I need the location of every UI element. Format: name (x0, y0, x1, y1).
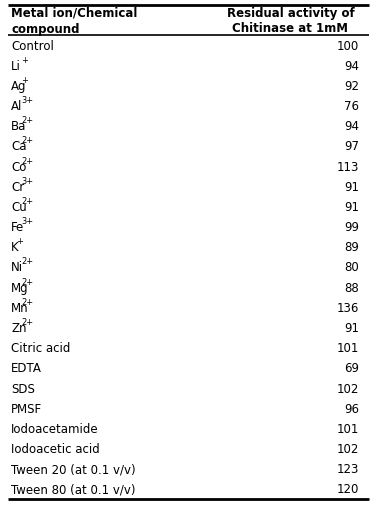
Text: Co: Co (11, 160, 26, 173)
Text: Residual activity of
Chitinase at 1mM: Residual activity of Chitinase at 1mM (227, 7, 354, 35)
Text: 94: 94 (344, 120, 359, 133)
Text: Li: Li (11, 60, 21, 73)
Text: 99: 99 (344, 221, 359, 234)
Text: 94: 94 (344, 60, 359, 73)
Text: Iodoacetic acid: Iodoacetic acid (11, 442, 100, 455)
Text: PMSF: PMSF (11, 402, 42, 415)
Text: 91: 91 (344, 180, 359, 193)
Text: 96: 96 (344, 402, 359, 415)
Text: Zn: Zn (11, 321, 26, 334)
Text: Control: Control (11, 39, 54, 53)
Text: 89: 89 (344, 241, 359, 254)
Text: 100: 100 (337, 39, 359, 53)
Text: 80: 80 (344, 261, 359, 274)
Text: Cu: Cu (11, 200, 27, 214)
Text: Mg: Mg (11, 281, 29, 294)
Text: Ni: Ni (11, 261, 23, 274)
Text: 91: 91 (344, 321, 359, 334)
Text: Fe: Fe (11, 221, 24, 234)
Text: 120: 120 (337, 482, 359, 495)
Text: 102: 102 (337, 382, 359, 395)
Text: 2+: 2+ (21, 136, 34, 145)
Text: 69: 69 (344, 362, 359, 375)
Text: SDS: SDS (11, 382, 35, 395)
Text: 3+: 3+ (21, 176, 34, 185)
Text: Citric acid: Citric acid (11, 341, 70, 355)
Text: Ca: Ca (11, 140, 26, 153)
Text: 88: 88 (344, 281, 359, 294)
Text: 76: 76 (344, 100, 359, 113)
Text: 101: 101 (337, 422, 359, 435)
Text: Tween 20 (at 0.1 v/v): Tween 20 (at 0.1 v/v) (11, 462, 136, 475)
Text: 2+: 2+ (21, 156, 34, 165)
Text: Al: Al (11, 100, 22, 113)
Text: 2+: 2+ (21, 317, 34, 326)
Text: 136: 136 (337, 301, 359, 314)
Text: 2+: 2+ (21, 196, 34, 206)
Text: 113: 113 (337, 160, 359, 173)
Text: 2+: 2+ (21, 257, 34, 266)
Text: 2+: 2+ (21, 277, 34, 286)
Text: 101: 101 (337, 341, 359, 355)
Text: 123: 123 (337, 462, 359, 475)
Text: +: + (21, 76, 28, 85)
Text: Cr: Cr (11, 180, 24, 193)
Text: Ba: Ba (11, 120, 26, 133)
Text: Mn: Mn (11, 301, 29, 314)
Text: 3+: 3+ (21, 96, 34, 105)
Text: Metal ion/Chemical
compound: Metal ion/Chemical compound (11, 7, 137, 35)
Text: K: K (11, 241, 18, 254)
Text: 91: 91 (344, 200, 359, 214)
Text: Ag: Ag (11, 80, 26, 93)
Text: 102: 102 (337, 442, 359, 455)
Text: 92: 92 (344, 80, 359, 93)
Text: 2+: 2+ (21, 297, 34, 306)
Text: 97: 97 (344, 140, 359, 153)
Text: +: + (16, 237, 23, 246)
Text: +: + (21, 56, 28, 65)
Text: Iodoacetamide: Iodoacetamide (11, 422, 99, 435)
Text: 3+: 3+ (21, 217, 34, 226)
Text: EDTA: EDTA (11, 362, 42, 375)
Text: Tween 80 (at 0.1 v/v): Tween 80 (at 0.1 v/v) (11, 482, 135, 495)
Text: 2+: 2+ (21, 116, 34, 125)
